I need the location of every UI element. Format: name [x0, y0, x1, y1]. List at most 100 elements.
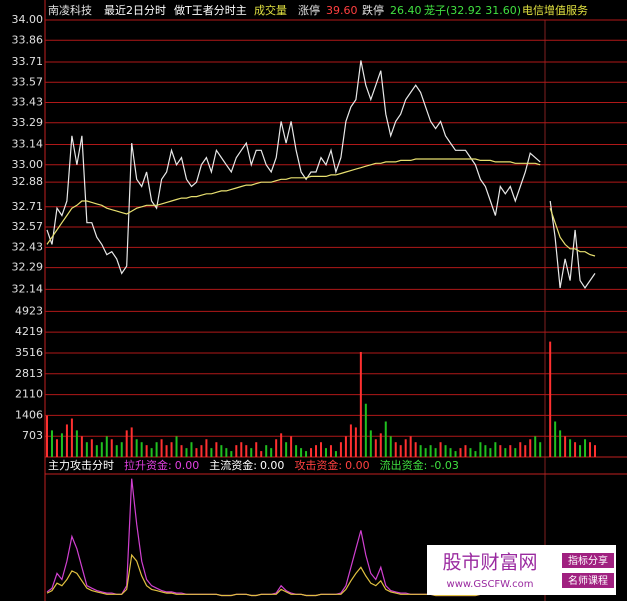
volume-bar — [589, 442, 592, 457]
y-tick-label: 34.00 — [12, 13, 44, 26]
volume-bar — [55, 439, 58, 457]
tag-bg — [562, 553, 614, 568]
limit-up: 39.60 — [326, 4, 358, 17]
volume-bar — [320, 442, 322, 457]
y-tick-label: 33.71 — [12, 55, 44, 68]
volume-bar — [429, 445, 432, 457]
y-tick-label: 32.29 — [12, 261, 44, 274]
volume-bar — [265, 445, 268, 457]
volume-bar — [310, 448, 313, 457]
volume-bar — [125, 430, 128, 457]
volume-bar — [230, 451, 233, 457]
volume-bar — [489, 448, 492, 457]
volume-bar — [160, 439, 163, 457]
volume-bar — [389, 436, 392, 457]
volume-bar — [559, 430, 562, 457]
volume-bar — [200, 445, 203, 457]
volume-bar — [494, 442, 497, 457]
indicator-item-name: 流出资金: — [380, 458, 428, 472]
volume-bar — [504, 448, 507, 457]
volume-bar — [100, 442, 103, 457]
y-tick-label: 32.71 — [12, 200, 44, 213]
volume-bar — [349, 424, 352, 457]
indicator-item-value: 0.00 — [345, 459, 370, 472]
volume-bar — [439, 442, 442, 457]
volume-bar — [334, 451, 337, 457]
y-tick-label: 33.57 — [12, 75, 44, 88]
volume-bar — [135, 439, 138, 457]
cage: 茏子(32.92 31.60) — [424, 4, 521, 17]
volume-bar — [60, 433, 63, 457]
volume-bar — [499, 445, 502, 457]
y-tick-label: 1406 — [15, 408, 43, 421]
volume-label: 成交量 — [254, 3, 287, 17]
volume-bar — [285, 442, 288, 457]
series-line — [46, 158, 596, 257]
period: 最近2日分时 — [104, 4, 166, 17]
volume-bar — [95, 445, 98, 457]
y-tick-label: 33.43 — [12, 96, 44, 109]
volume-bar — [414, 442, 417, 457]
watermark-tag: 名师课程 — [568, 574, 608, 587]
volume-bar — [539, 442, 542, 457]
limit-down-label: 跌停 — [362, 3, 384, 17]
volume-bar — [369, 430, 372, 457]
volume-bar — [484, 445, 487, 457]
sector: 电信增值服务 — [522, 3, 588, 17]
y-tick-label: 33.86 — [12, 33, 44, 46]
volume-bar — [46, 415, 48, 457]
y-tick-label: 703 — [22, 429, 43, 442]
volume-bar — [185, 448, 188, 457]
volume-bar — [329, 445, 332, 457]
volume-bar — [469, 448, 472, 457]
series-line — [46, 60, 596, 289]
limit-down: 26.40 — [390, 4, 422, 17]
volume-bar — [399, 445, 402, 457]
y-tick-label: 4219 — [15, 325, 43, 338]
volume-bar — [404, 439, 407, 457]
watermark-tag: 指标分享 — [568, 554, 608, 567]
y-tick-label: 32.57 — [12, 220, 44, 233]
y-tick-label: 3516 — [15, 346, 43, 359]
volume-bar — [459, 448, 462, 457]
volume-bar — [235, 445, 238, 457]
volume-bar — [344, 436, 347, 457]
volume-bar — [115, 445, 118, 457]
volume-bar — [270, 448, 273, 457]
volume-bar — [295, 445, 298, 457]
indicator-item-name: 攻击资金: — [294, 458, 342, 472]
volume-bar — [105, 436, 108, 457]
volume-bar — [260, 451, 263, 457]
volume-bar — [90, 439, 93, 457]
volume-bar — [315, 445, 318, 457]
volume-bar — [569, 439, 572, 457]
volume-bar — [195, 448, 198, 457]
volume-bar — [434, 448, 437, 457]
volume-bar — [324, 448, 327, 457]
volume-bar — [464, 445, 467, 457]
volume-bar — [290, 436, 293, 457]
tag-bg — [562, 573, 614, 588]
y-tick-label: 2110 — [15, 388, 43, 401]
volume-bar — [140, 442, 143, 457]
volume-bar — [449, 448, 452, 457]
volume-bar — [280, 433, 283, 457]
volume-bar — [215, 442, 218, 457]
volume-bar — [554, 421, 557, 457]
volume-bar — [275, 439, 278, 457]
volume-bar — [210, 448, 213, 457]
y-tick-label: 4923 — [15, 304, 43, 317]
volume-bar — [155, 442, 158, 457]
volume-bar — [85, 442, 88, 457]
volume-bar — [419, 445, 422, 457]
volume-bar — [514, 448, 517, 457]
y-tick-label: 2813 — [15, 367, 43, 380]
volume-bar — [379, 433, 382, 457]
indicator-item-name: 拉升资金: — [124, 458, 172, 472]
volume-bar — [165, 445, 168, 457]
volume-bar — [150, 448, 153, 457]
volume-bar — [205, 439, 208, 457]
volume-bar — [65, 424, 68, 457]
limit-up-label: 涨停 — [298, 3, 320, 17]
watermark-url: www.GSCFW.com — [447, 579, 534, 590]
